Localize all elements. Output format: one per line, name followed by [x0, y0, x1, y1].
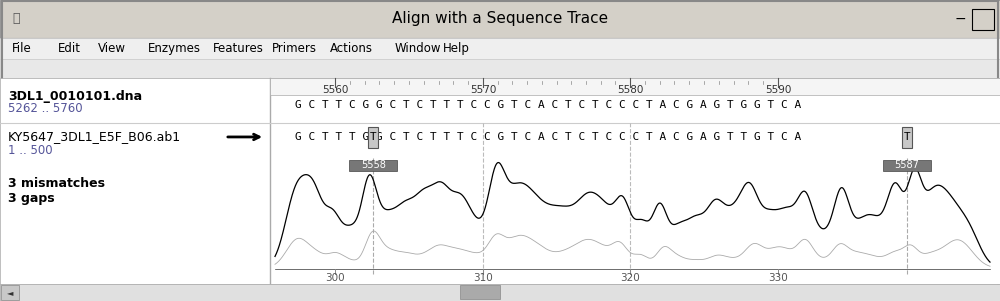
Text: Align with a Sequence Trace: Align with a Sequence Trace: [392, 11, 608, 26]
Text: 5560: 5560: [322, 85, 348, 95]
Text: Edit: Edit: [58, 42, 81, 55]
FancyBboxPatch shape: [349, 160, 397, 171]
Text: 5590: 5590: [765, 85, 791, 95]
Text: 320: 320: [620, 273, 640, 284]
Text: 3DL1_0010101.dna: 3DL1_0010101.dna: [8, 90, 142, 103]
FancyBboxPatch shape: [0, 59, 1000, 78]
Text: File: File: [12, 42, 32, 55]
Text: G C T T T G G C T C T T T C C G T C A C T C T C C C T A C G A G T T G T C A: G C T T T G G C T C T T T C C G T C A C …: [295, 132, 801, 142]
Text: 5580: 5580: [617, 85, 643, 95]
Text: 300: 300: [325, 273, 345, 284]
Text: Primers: Primers: [272, 42, 317, 55]
Text: T: T: [370, 132, 377, 142]
FancyBboxPatch shape: [902, 127, 912, 148]
FancyBboxPatch shape: [368, 127, 378, 148]
Text: 5262 .. 5760: 5262 .. 5760: [8, 102, 83, 115]
Text: T: T: [903, 132, 910, 142]
FancyBboxPatch shape: [0, 284, 1000, 301]
Text: 330: 330: [768, 273, 788, 284]
Text: Window: Window: [395, 42, 442, 55]
Text: G C T T C G G C T C T T T C C G T C A C T C T C C C T A C G A G T G G T C A: G C T T C G G C T C T T T C C G T C A C …: [295, 100, 801, 110]
Text: −: −: [954, 12, 966, 26]
Text: ◄: ◄: [7, 288, 13, 297]
Text: 310: 310: [473, 273, 493, 284]
Text: 3 mismatches: 3 mismatches: [8, 177, 105, 190]
Text: Features: Features: [213, 42, 264, 55]
Text: 5587: 5587: [894, 160, 919, 170]
Text: 5558: 5558: [361, 160, 386, 170]
Text: View: View: [98, 42, 126, 55]
Text: KY5647_3DL1_E5F_B06.ab1: KY5647_3DL1_E5F_B06.ab1: [8, 130, 181, 144]
Text: Help: Help: [443, 42, 470, 55]
Text: 5570: 5570: [470, 85, 496, 95]
FancyBboxPatch shape: [883, 160, 931, 171]
Text: 3 gaps: 3 gaps: [8, 192, 55, 205]
Text: Enzymes: Enzymes: [148, 42, 201, 55]
FancyBboxPatch shape: [0, 0, 1000, 38]
FancyBboxPatch shape: [0, 78, 1000, 284]
Text: 1 .. 500: 1 .. 500: [8, 144, 53, 157]
FancyBboxPatch shape: [270, 78, 1000, 95]
FancyBboxPatch shape: [1, 285, 19, 300]
Text: Actions: Actions: [330, 42, 373, 55]
FancyBboxPatch shape: [0, 38, 1000, 59]
FancyBboxPatch shape: [460, 285, 500, 299]
Text: 🔧: 🔧: [12, 12, 20, 26]
